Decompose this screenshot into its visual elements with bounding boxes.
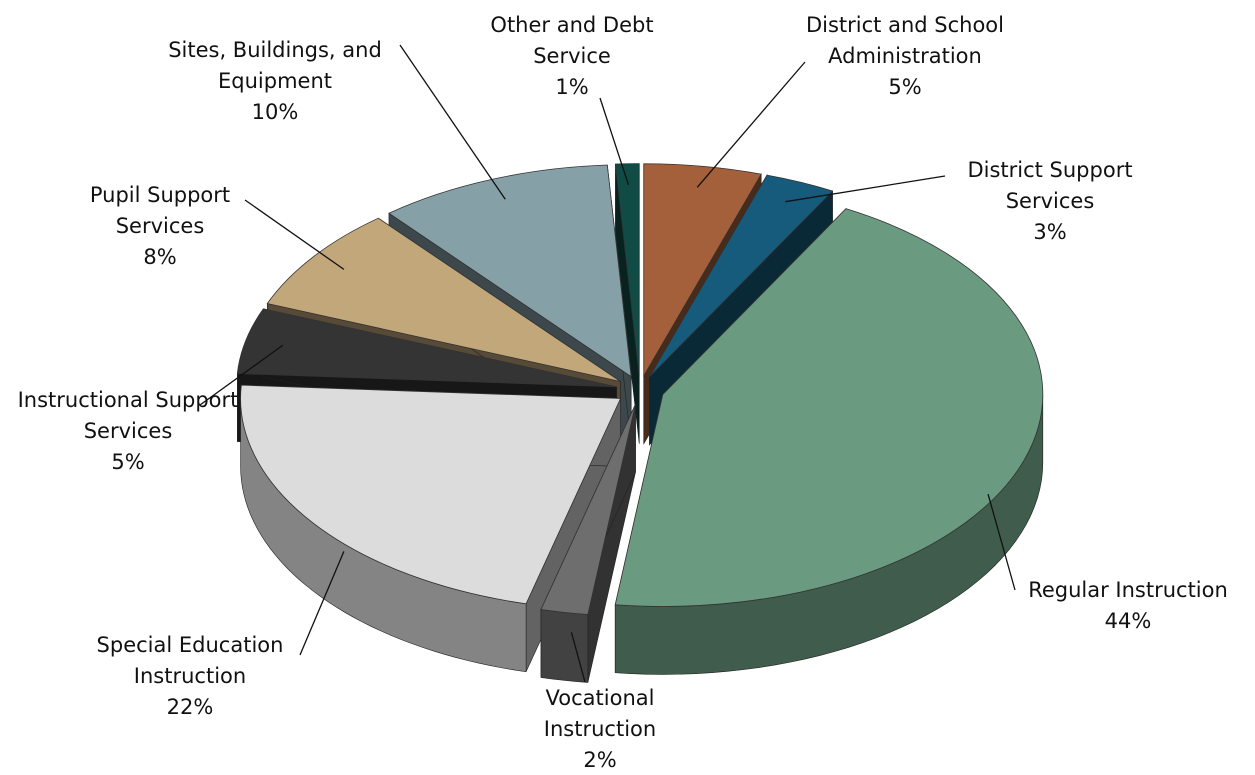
slice-value: 22% <box>166 695 214 719</box>
slice-value: 10% <box>251 100 299 124</box>
pie-slice <box>649 174 834 378</box>
slice-name: Instructional Support Services <box>17 388 239 443</box>
slice-label: Regular Instruction 44% <box>1003 575 1253 637</box>
slice-label: District Support Services 3% <box>935 155 1165 248</box>
slice-value: 3% <box>1033 220 1067 244</box>
slice-name: District Support Services <box>967 158 1133 213</box>
slice-label: District and School Administration 5% <box>780 10 1030 103</box>
slice-label: Special Education Instruction 22% <box>60 630 320 723</box>
pie-slice <box>614 208 1044 607</box>
leader-line <box>987 494 1016 591</box>
pie-slice <box>236 308 617 388</box>
slice-side <box>540 609 589 683</box>
slice-value: 8% <box>143 245 177 269</box>
pie-slice <box>643 163 762 378</box>
slice-value: 5% <box>111 450 145 474</box>
slice-label: Vocational Instruction 2% <box>500 683 700 775</box>
slice-name: Other and Debt Service <box>490 13 654 68</box>
slice-name: Sites, Buildings, and Equipment <box>168 38 382 93</box>
slice-label: Pupil Support Services 8% <box>60 180 260 273</box>
slice-value: 2% <box>583 748 617 772</box>
slice-label: Sites, Buildings, and Equipment 10% <box>140 35 410 128</box>
slice-name: Regular Instruction <box>1028 578 1228 602</box>
leader-line <box>570 632 586 683</box>
slice-value: 5% <box>888 75 922 99</box>
leader-line <box>399 44 506 200</box>
slice-name: District and School Administration <box>805 13 1004 68</box>
leader-line <box>696 61 806 188</box>
pie-slice <box>614 163 640 376</box>
slice-name: Pupil Support Services <box>89 183 231 238</box>
pie-slice <box>540 403 636 615</box>
slice-value: 1% <box>555 75 589 99</box>
slice-label: Instructional Support Services 5% <box>13 385 243 478</box>
pie-slice <box>266 217 621 382</box>
slice-value: 44% <box>1104 609 1152 633</box>
leader-line <box>199 344 284 406</box>
slice-name: Special Education Instruction <box>96 633 284 688</box>
leader-line <box>244 199 345 270</box>
leader-line <box>299 551 345 656</box>
pie-slice <box>240 384 622 605</box>
leader-line <box>785 175 946 203</box>
slice-name: Vocational Instruction <box>543 686 657 741</box>
leader-line <box>599 97 630 186</box>
slice-label: Other and Debt Service 1% <box>472 10 672 103</box>
